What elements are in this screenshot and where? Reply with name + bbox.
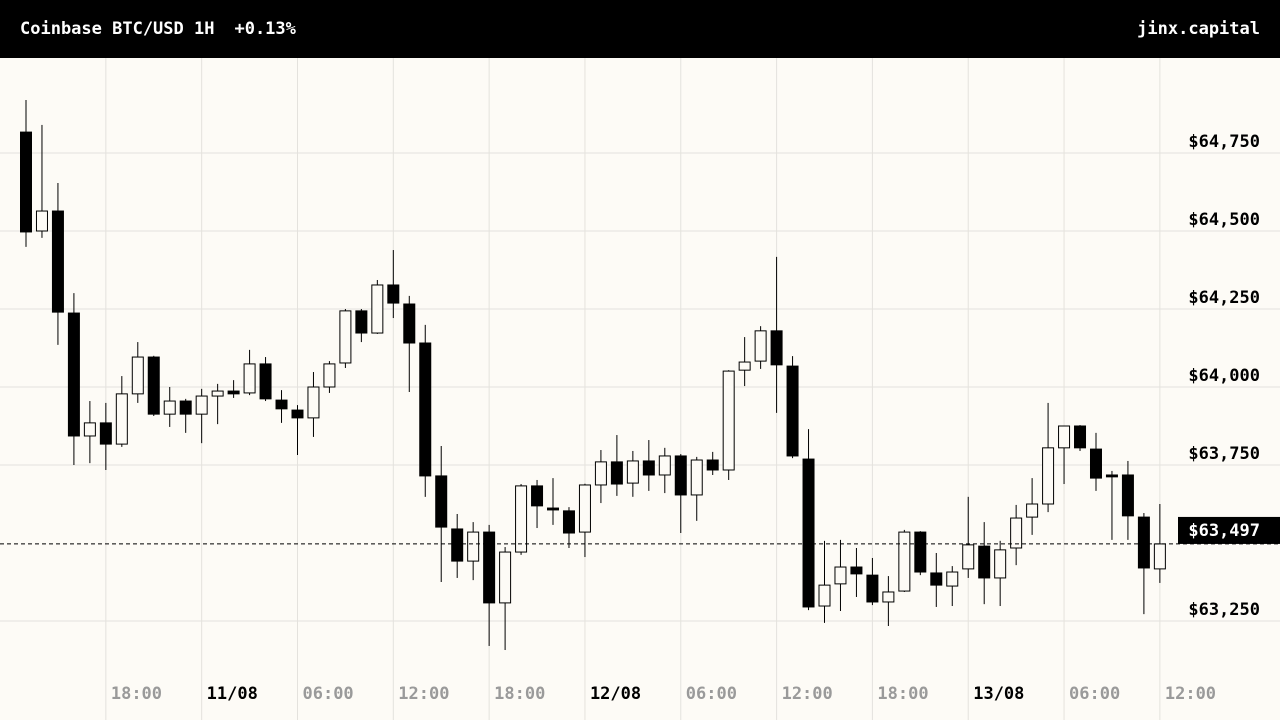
candle-body <box>850 566 863 575</box>
candle-body <box>994 549 1007 579</box>
x-tick-label: 12:00 <box>1165 684 1216 704</box>
candle-body <box>499 551 512 604</box>
candle-body <box>35 210 48 232</box>
candle-body <box>866 574 879 603</box>
candle-body <box>610 461 623 485</box>
x-tick-label: 12:00 <box>782 684 833 704</box>
candle-body <box>243 363 256 394</box>
candle-body <box>83 422 96 437</box>
candle-body <box>227 390 240 395</box>
x-tick-label: 13/08 <box>973 684 1024 704</box>
x-tick-label: 06:00 <box>686 684 737 704</box>
y-tick-label: $64,000 <box>1188 366 1260 386</box>
candle-body <box>914 531 927 573</box>
candle-body <box>403 303 416 344</box>
candle-body <box>387 284 400 304</box>
candle-body <box>115 393 128 445</box>
candle-body <box>722 370 735 471</box>
x-tick-label: 11/08 <box>207 684 258 704</box>
candle-body <box>259 363 272 400</box>
candle-body <box>419 342 432 477</box>
x-tick-label: 06:00 <box>302 684 353 704</box>
candle-body <box>978 545 991 579</box>
candle-body <box>515 485 528 553</box>
candle-body <box>1105 474 1118 478</box>
brand: jinx.capital <box>1137 19 1260 39</box>
candle-body <box>323 363 336 388</box>
candle-body <box>898 531 911 592</box>
candle-body <box>962 544 975 570</box>
candle-body <box>1010 517 1023 549</box>
candle-body <box>435 475 448 528</box>
candle-body <box>1089 448 1102 479</box>
candle-body <box>770 330 783 366</box>
candle-body <box>275 399 288 410</box>
candle-body <box>930 572 943 586</box>
candle-body <box>195 395 208 415</box>
y-tick-label: $64,250 <box>1188 288 1260 308</box>
candle-body <box>594 461 607 486</box>
candle-body <box>1121 474 1134 517</box>
candle-body <box>738 361 751 371</box>
candle-body <box>578 484 591 533</box>
candle-body <box>642 460 655 476</box>
candle-body <box>451 528 464 562</box>
candle-body <box>147 356 160 415</box>
candle-body <box>99 422 112 445</box>
candle-body <box>674 455 687 496</box>
candle-body <box>1058 425 1071 449</box>
candle-body <box>51 210 64 313</box>
candle-body <box>131 356 144 395</box>
x-tick-label: 18:00 <box>111 684 162 704</box>
x-tick-label: 12/08 <box>590 684 641 704</box>
x-tick-label: 12:00 <box>398 684 449 704</box>
y-tick-label: $64,500 <box>1188 210 1260 230</box>
candle-body <box>754 330 767 362</box>
last-price-label: $63,497 <box>1188 521 1260 541</box>
candle-body <box>339 310 352 364</box>
candle-body <box>1026 503 1039 518</box>
candle-body <box>658 455 671 476</box>
candle-body <box>802 458 815 608</box>
candle-body <box>307 386 320 419</box>
candle-body <box>786 365 799 457</box>
candle-body <box>371 284 384 334</box>
candle-body <box>179 400 192 415</box>
candle-body <box>1137 516 1150 569</box>
candle-body <box>626 460 639 484</box>
x-tick-label: 06:00 <box>1069 684 1120 704</box>
candle-body <box>1074 425 1087 449</box>
y-tick-label: $64,750 <box>1188 132 1260 152</box>
candle-body <box>163 400 176 415</box>
y-tick-label: $63,250 <box>1188 600 1260 620</box>
candle-body <box>882 591 895 603</box>
candle-body <box>946 571 959 587</box>
last-price-box <box>1178 516 1280 544</box>
candle-body <box>706 459 719 471</box>
candle-body <box>547 507 560 511</box>
change-label: +0.13% <box>234 19 296 39</box>
x-tick-label: 18:00 <box>494 684 545 704</box>
plot-area: 18:00 11/08 06:00 12:00 18:00 12/08 06:00 12:00… <box>0 58 1280 720</box>
candle-body <box>690 459 703 496</box>
candle-body <box>211 390 224 397</box>
candle-body <box>483 531 496 604</box>
candle-body <box>562 510 575 534</box>
candle-body <box>20 131 32 233</box>
candle-body <box>1042 447 1055 505</box>
candle-body <box>355 310 368 334</box>
candle-body <box>67 312 80 437</box>
candle-body <box>818 584 831 607</box>
y-tick-label: $63,750 <box>1188 444 1260 464</box>
header-bar <box>0 0 1280 58</box>
chart-title: Coinbase BTC/USD 1H <box>20 19 214 39</box>
x-tick-label: 18:00 <box>877 684 928 704</box>
candle-body <box>291 409 304 419</box>
candle-body <box>531 485 544 507</box>
candle-body <box>834 566 847 585</box>
candle-body <box>467 531 480 562</box>
candle-body <box>1153 543 1166 570</box>
